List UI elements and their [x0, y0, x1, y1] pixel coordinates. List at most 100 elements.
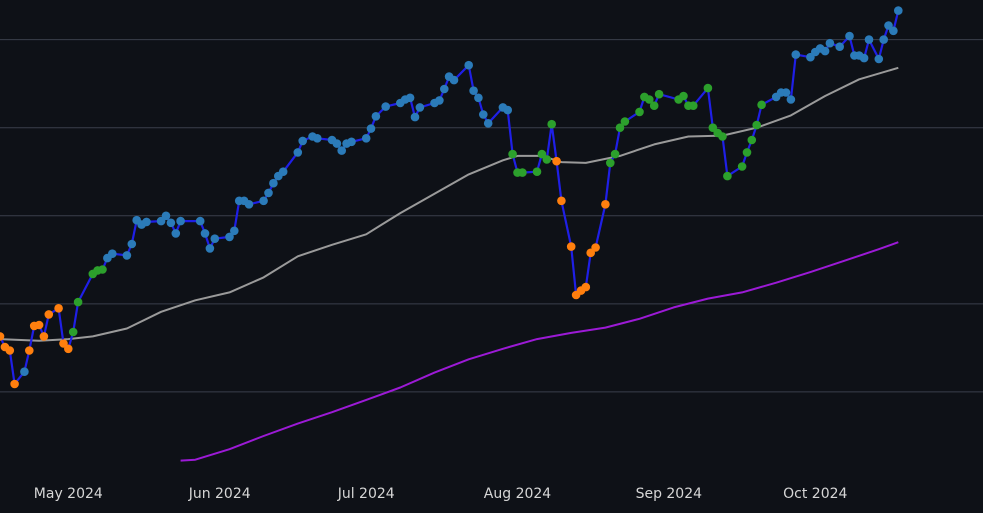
price-point-66 [449, 75, 459, 85]
price-point-8 [39, 332, 49, 341]
x-tick-label-2: Jul 2024 [337, 486, 395, 502]
price-point-61 [415, 103, 425, 112]
price-point-130 [879, 35, 888, 44]
moving-average-fast-line [0, 66, 899, 342]
price-point-33 [210, 234, 220, 243]
price-point-92 [615, 123, 625, 132]
price-point-108 [737, 162, 747, 171]
price-point-103 [703, 83, 713, 93]
price-point-4 [20, 367, 29, 377]
price-point-132 [889, 26, 898, 36]
price-point-35 [230, 226, 239, 236]
price-point-9 [44, 310, 54, 319]
price-point-81 [552, 156, 561, 166]
price-point-56 [381, 102, 391, 111]
price-point-70 [479, 110, 488, 119]
price-point-32 [205, 244, 215, 253]
price-point-12 [64, 344, 73, 354]
x-tick-label-1: Jun 2024 [188, 486, 251, 502]
gridlines [0, 39, 983, 393]
price-point-55 [371, 112, 381, 121]
price-point-100 [679, 91, 688, 101]
price-point-109 [742, 148, 752, 157]
price-point-28 [171, 229, 181, 238]
price-point-128 [864, 35, 874, 44]
price-point-98 [654, 89, 664, 99]
price-point-93 [620, 117, 630, 126]
price-point-64 [440, 84, 449, 94]
price-point-7 [34, 320, 44, 330]
price-point-111 [752, 120, 761, 130]
price-point-40 [264, 188, 273, 198]
x-tick-label-3: Aug 2024 [484, 486, 552, 502]
price-point-26 [161, 211, 171, 221]
price-point-47 [313, 134, 322, 143]
price-point-96 [645, 95, 654, 104]
price-point-34 [225, 232, 234, 242]
price-point-71 [483, 119, 493, 128]
price-point-19 [108, 249, 117, 258]
price-point-127 [859, 53, 869, 63]
price-point-82 [557, 196, 566, 206]
price-point-94 [635, 107, 644, 117]
price-point-49 [332, 139, 342, 148]
price-point-133 [894, 6, 903, 15]
price-point-13 [68, 327, 78, 337]
price-point-68 [469, 86, 478, 95]
price-point-122 [825, 38, 835, 48]
price-point-5 [25, 346, 34, 355]
price-point-73 [503, 105, 512, 115]
price-point-45 [298, 136, 308, 146]
price-point-123 [835, 42, 844, 51]
price-point-110 [747, 135, 757, 145]
price-point-86 [581, 282, 591, 292]
price-point-116 [786, 95, 796, 104]
price-point-115 [781, 88, 791, 97]
price-point-112 [757, 100, 766, 110]
price-point-59 [405, 93, 415, 103]
price-point-38 [244, 200, 254, 209]
price-point-24 [142, 217, 151, 227]
price-point-117 [791, 50, 801, 59]
price-point-74 [508, 149, 517, 159]
price-point-41 [269, 178, 278, 188]
price-point-50 [337, 146, 347, 155]
price-point-53 [361, 134, 371, 143]
price-point-17 [98, 265, 107, 274]
moving-average-slow-line [180, 241, 899, 462]
price-point-29 [176, 216, 185, 226]
price-point-91 [610, 149, 620, 159]
price-point-14 [73, 297, 83, 307]
price-point-97 [649, 101, 659, 110]
price-line [0, 10, 900, 386]
price-point-39 [259, 196, 268, 206]
price-point-10 [54, 304, 63, 313]
price-point-102 [689, 101, 698, 110]
price-point-77 [532, 167, 542, 176]
price-point-30 [195, 216, 205, 226]
x-tick-label-4: Sep 2024 [636, 486, 703, 502]
price-point-79 [542, 155, 552, 164]
price-point-89 [601, 200, 610, 209]
price-point-27 [166, 218, 176, 228]
price-point-107 [723, 171, 732, 181]
price-point-52 [347, 137, 356, 147]
price-point-2 [5, 346, 15, 355]
price-points [0, 6, 903, 389]
price-point-88 [591, 243, 600, 252]
price-point-3 [10, 379, 19, 389]
price-point-43 [278, 167, 288, 176]
price-point-121 [820, 46, 830, 56]
price-point-124 [845, 31, 854, 41]
price-point-21 [127, 239, 137, 249]
price-point-63 [435, 96, 444, 105]
price-point-69 [474, 93, 483, 103]
price-point-67 [464, 60, 474, 70]
price-point-31 [200, 229, 210, 238]
price-point-80 [547, 119, 556, 129]
price-point-20 [122, 251, 132, 260]
price-point-76 [518, 168, 527, 177]
price-point-83 [566, 242, 576, 251]
price-point-129 [874, 54, 884, 64]
